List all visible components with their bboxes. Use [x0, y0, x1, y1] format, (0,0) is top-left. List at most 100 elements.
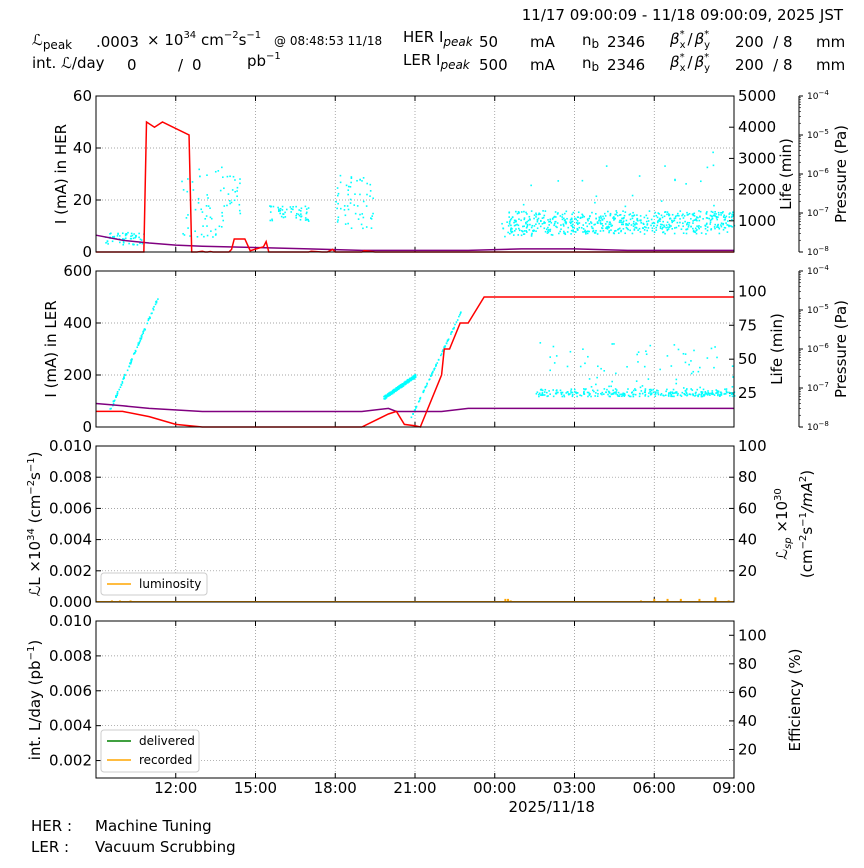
lifetime-point [661, 216, 664, 219]
lifetime-point [533, 214, 536, 216]
lifetime-point [122, 243, 125, 246]
lifetime-point [541, 394, 543, 397]
lifetime-point [528, 215, 531, 218]
lum-peak-time: @ 08:48:53 11/18 [274, 34, 382, 48]
lifetime-point [354, 212, 357, 215]
lifetime-point [392, 389, 394, 392]
lifetime-point [549, 393, 551, 395]
lifetime-point [625, 226, 628, 229]
lifetime-point [729, 212, 731, 214]
lifetime-point [336, 221, 339, 223]
lifetime-point [544, 230, 547, 233]
lifetime-point [148, 316, 151, 318]
y2-tick-label: 40 [738, 712, 757, 730]
lifetime-point [583, 393, 585, 395]
lifetime-point [566, 217, 568, 220]
lifetime-point [687, 226, 690, 228]
lifetime-point [414, 409, 416, 411]
lifetime-point [731, 395, 734, 398]
lifetime-point [119, 241, 121, 244]
y2-tick-label: 2000 [738, 181, 776, 199]
lifetime-point [411, 378, 414, 381]
her-lifetime-axis-label: Life (min) [777, 138, 795, 210]
lifetime-point [642, 227, 645, 230]
lifetime-point [645, 353, 648, 356]
lifetime-point [586, 225, 589, 228]
lifetime-point [632, 389, 635, 392]
lifetime-point [339, 181, 342, 184]
lifetime-point [635, 226, 638, 229]
lifetime-point [696, 388, 699, 391]
lifetime-point [647, 227, 650, 229]
lifetime-point [543, 222, 545, 224]
lifetime-point [681, 391, 684, 394]
lifetime-point [614, 388, 617, 390]
lifetime-point [727, 220, 729, 222]
lifetime-point [128, 242, 130, 245]
lifetime-point [667, 213, 670, 215]
lifetime-point [122, 378, 124, 380]
lifetime-point [671, 395, 674, 398]
lifetime-point [307, 220, 310, 222]
lifetime-point [699, 366, 701, 369]
lifetime-point [517, 224, 520, 227]
lifetime-point [640, 219, 642, 221]
lifetime-point [217, 170, 220, 172]
lifetime-point [546, 391, 548, 394]
lifetime-point [106, 240, 109, 242]
lifetime-point [595, 229, 597, 232]
lifetime-point [362, 227, 364, 230]
lifetime-point [510, 227, 513, 229]
lifetime-point [111, 240, 114, 243]
lifetime-point [543, 391, 546, 393]
lifetime-point [578, 226, 581, 229]
lifetime-point [410, 377, 413, 379]
lifetime-point [606, 226, 608, 228]
lifetime-point [359, 193, 361, 196]
lifetime-point [561, 391, 564, 394]
lifetime-point [716, 226, 718, 228]
y-tick-label: 600 [63, 262, 92, 280]
lifetime-point [401, 382, 404, 385]
lifetime-point [610, 393, 613, 396]
lifetime-point [616, 394, 619, 396]
lifetime-point [410, 416, 413, 419]
lifetime-point [623, 214, 626, 217]
lifetime-point [603, 388, 606, 390]
lifetime-point [540, 388, 543, 391]
lifetime-point [536, 227, 539, 230]
lifetime-point [155, 300, 158, 302]
lifetime-point [139, 339, 142, 342]
lifetime-point [709, 392, 711, 395]
lifetime-point [153, 305, 155, 308]
lifetime-point [511, 230, 513, 233]
lifetime-point [518, 211, 520, 214]
lifetime-point [693, 231, 695, 233]
lifetime-point [337, 192, 340, 195]
y2-tick-label: 100 [738, 626, 767, 644]
lifetime-point [670, 219, 673, 222]
lifetime-point [201, 211, 204, 213]
lifetime-point [549, 369, 551, 372]
lifetime-point [644, 395, 646, 397]
y-tick-label: 0 [82, 418, 92, 436]
lifetime-point [569, 350, 572, 353]
lifetime-point [706, 226, 709, 228]
lifetime-point [112, 236, 114, 238]
ler-lifetime-axis-label: Life (min) [768, 313, 786, 385]
lifetime-point [347, 222, 349, 225]
lifetime-point [653, 225, 655, 227]
lifetime-point [538, 393, 540, 396]
lifetime-point [437, 359, 440, 361]
lifetime-point [655, 226, 657, 229]
lifetime-point [137, 343, 140, 346]
lifetime-point [677, 348, 680, 351]
lifetime-point [605, 391, 607, 394]
lifetime-point [640, 222, 643, 224]
lifetime-point [546, 395, 549, 398]
lifetime-point [623, 392, 626, 395]
lifetime-point [540, 220, 542, 223]
lifetime-point [542, 394, 545, 396]
lifetime-point [666, 355, 669, 357]
lifetime-point [715, 213, 717, 215]
